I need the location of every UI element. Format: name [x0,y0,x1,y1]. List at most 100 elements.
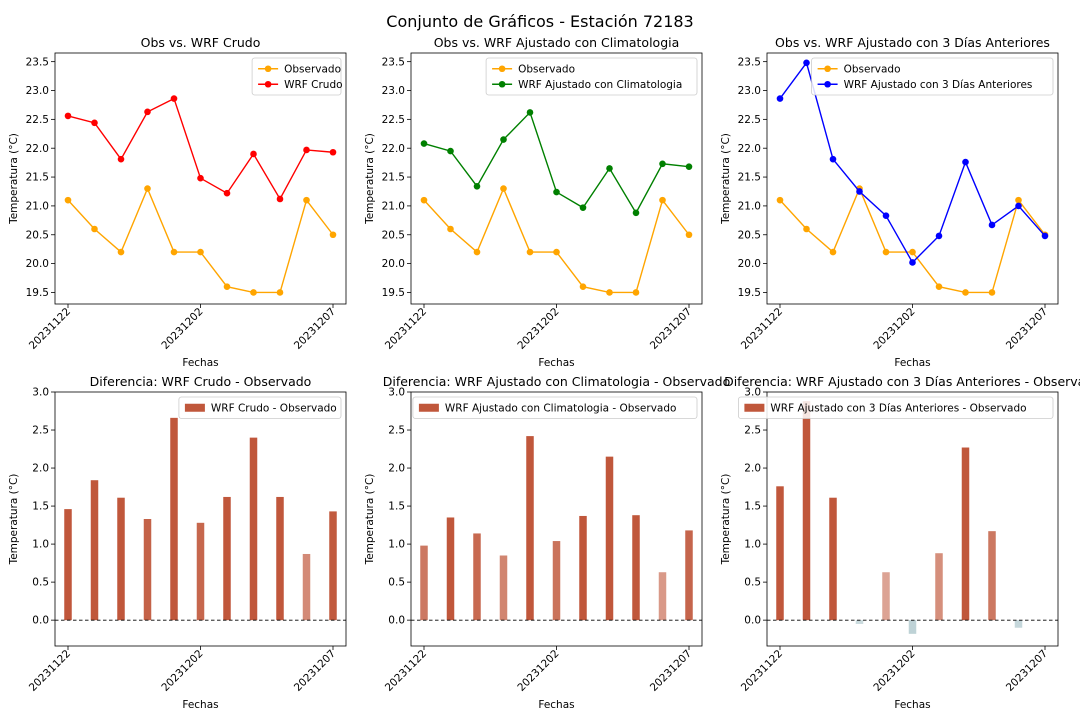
y-tick-label: 0.0 [388,615,405,627]
data-point [988,221,996,229]
y-axis-label: Temperatura (°C) [364,133,376,225]
data-point [473,248,481,256]
bar [276,496,284,621]
data-point [170,248,178,256]
x-axis-label: Fechas [538,357,574,369]
y-tick-label: 21.5 [382,172,405,184]
data-point [329,148,337,156]
y-tick-label: 23.5 [382,56,405,68]
bar [685,530,693,621]
data-point [685,231,693,239]
legend-bar-swatch [744,403,765,412]
data-point [1015,202,1022,210]
data-point [170,95,178,102]
bar [90,480,99,621]
y-tick-label: 1.0 [32,539,49,551]
y-tick-label: 20.5 [382,229,405,241]
y-tick-label: 3.0 [388,387,405,399]
bar [552,541,561,621]
data-point [197,174,204,182]
data-point [632,289,640,296]
y-tick-label: 20.0 [738,258,761,270]
legend: WRF Ajustado con Climatologia - Observad… [412,396,698,419]
data-point [829,155,837,163]
y-tick-label: 3.0 [744,387,761,399]
legend-label: Observado [844,63,901,75]
data-point [803,59,810,67]
bar [117,497,125,621]
legend-marker [264,80,272,88]
legend-box [485,57,698,96]
chart-title: Diferencia: WRF Ajustado con 3 Días Ante… [724,374,1080,389]
y-tick-label: 19.5 [382,287,405,299]
legend-label: WRF Crudo - Observado [211,402,337,414]
y-tick-label: 2.5 [388,425,405,437]
legend-label: Observado [518,63,575,75]
legend: Observado WRF Crudo [251,57,343,96]
data-point [1015,196,1022,204]
legend-bar-swatch [418,403,439,412]
legend-marker [498,65,506,73]
data-point [776,196,784,204]
data-point [500,136,507,143]
data-point [579,283,587,290]
y-tick-label: 2.0 [388,463,405,475]
chart-title: Diferencia: WRF Ajustado con Climatologi… [383,374,731,389]
chart-title: Obs vs. WRF Crudo [141,35,261,50]
data-point [91,225,98,233]
y-tick-label: 19.5 [738,287,761,299]
y-tick-label: 22.5 [382,114,405,126]
data-point [329,231,337,239]
legend-label: WRF Ajustado con 3 Días Anteriores [844,79,1033,91]
data-point [553,188,560,196]
y-tick-label: 22.5 [26,114,49,126]
y-axis-label: Temperatura (°C) [720,474,732,566]
y-tick-label: 1.5 [388,501,405,513]
data-point [988,289,996,296]
chart-title: Diferencia: WRF Crudo - Observado [90,374,312,389]
data-point [250,289,257,296]
bar [988,531,996,621]
bar [249,437,258,621]
y-tick-label: 0.5 [744,577,761,589]
y-tick-label: 1.5 [744,501,761,513]
bar [302,553,311,621]
data-point [935,283,943,290]
y-tick-label: 2.5 [32,425,49,437]
data-point [144,185,151,192]
legend-box [251,57,342,96]
y-tick-label: 20.0 [382,258,405,270]
y-tick-label: 1.5 [32,501,49,513]
bar [420,545,428,621]
y-tick-label: 20.5 [26,229,49,241]
chart-panel-2: Obs vs. WRF Ajustado con Climatologia 19.… [364,35,703,369]
bar [658,572,667,621]
data-point [962,158,969,166]
data-point [659,160,666,168]
data-point [526,248,534,256]
data-point [91,119,98,127]
data-point [776,95,784,102]
x-axis-label: Fechas [538,699,574,711]
bar [446,517,455,621]
figure-title: Conjunto de Gráficos - Estación 72183 [386,12,693,31]
data-point [935,232,943,240]
data-point [64,112,72,120]
bar [170,417,178,621]
data-point [1041,232,1049,240]
legend-box [811,57,1054,96]
legend-label: WRF Ajustado con 3 Días Anteriores - Obs… [770,402,1026,414]
data-point [250,150,257,158]
y-tick-label: 23.5 [738,56,761,68]
y-tick-label: 2.0 [32,463,49,475]
y-tick-label: 23.0 [382,85,405,97]
legend: WRF Crudo - Observado [178,396,342,419]
bar [143,519,152,621]
bar [1014,620,1023,628]
y-tick-label: 0.0 [32,615,49,627]
legend-label: WRF Ajustado con Climatologia - Observad… [445,402,677,414]
bar [855,620,864,624]
bar [526,436,534,621]
bar [882,572,890,621]
